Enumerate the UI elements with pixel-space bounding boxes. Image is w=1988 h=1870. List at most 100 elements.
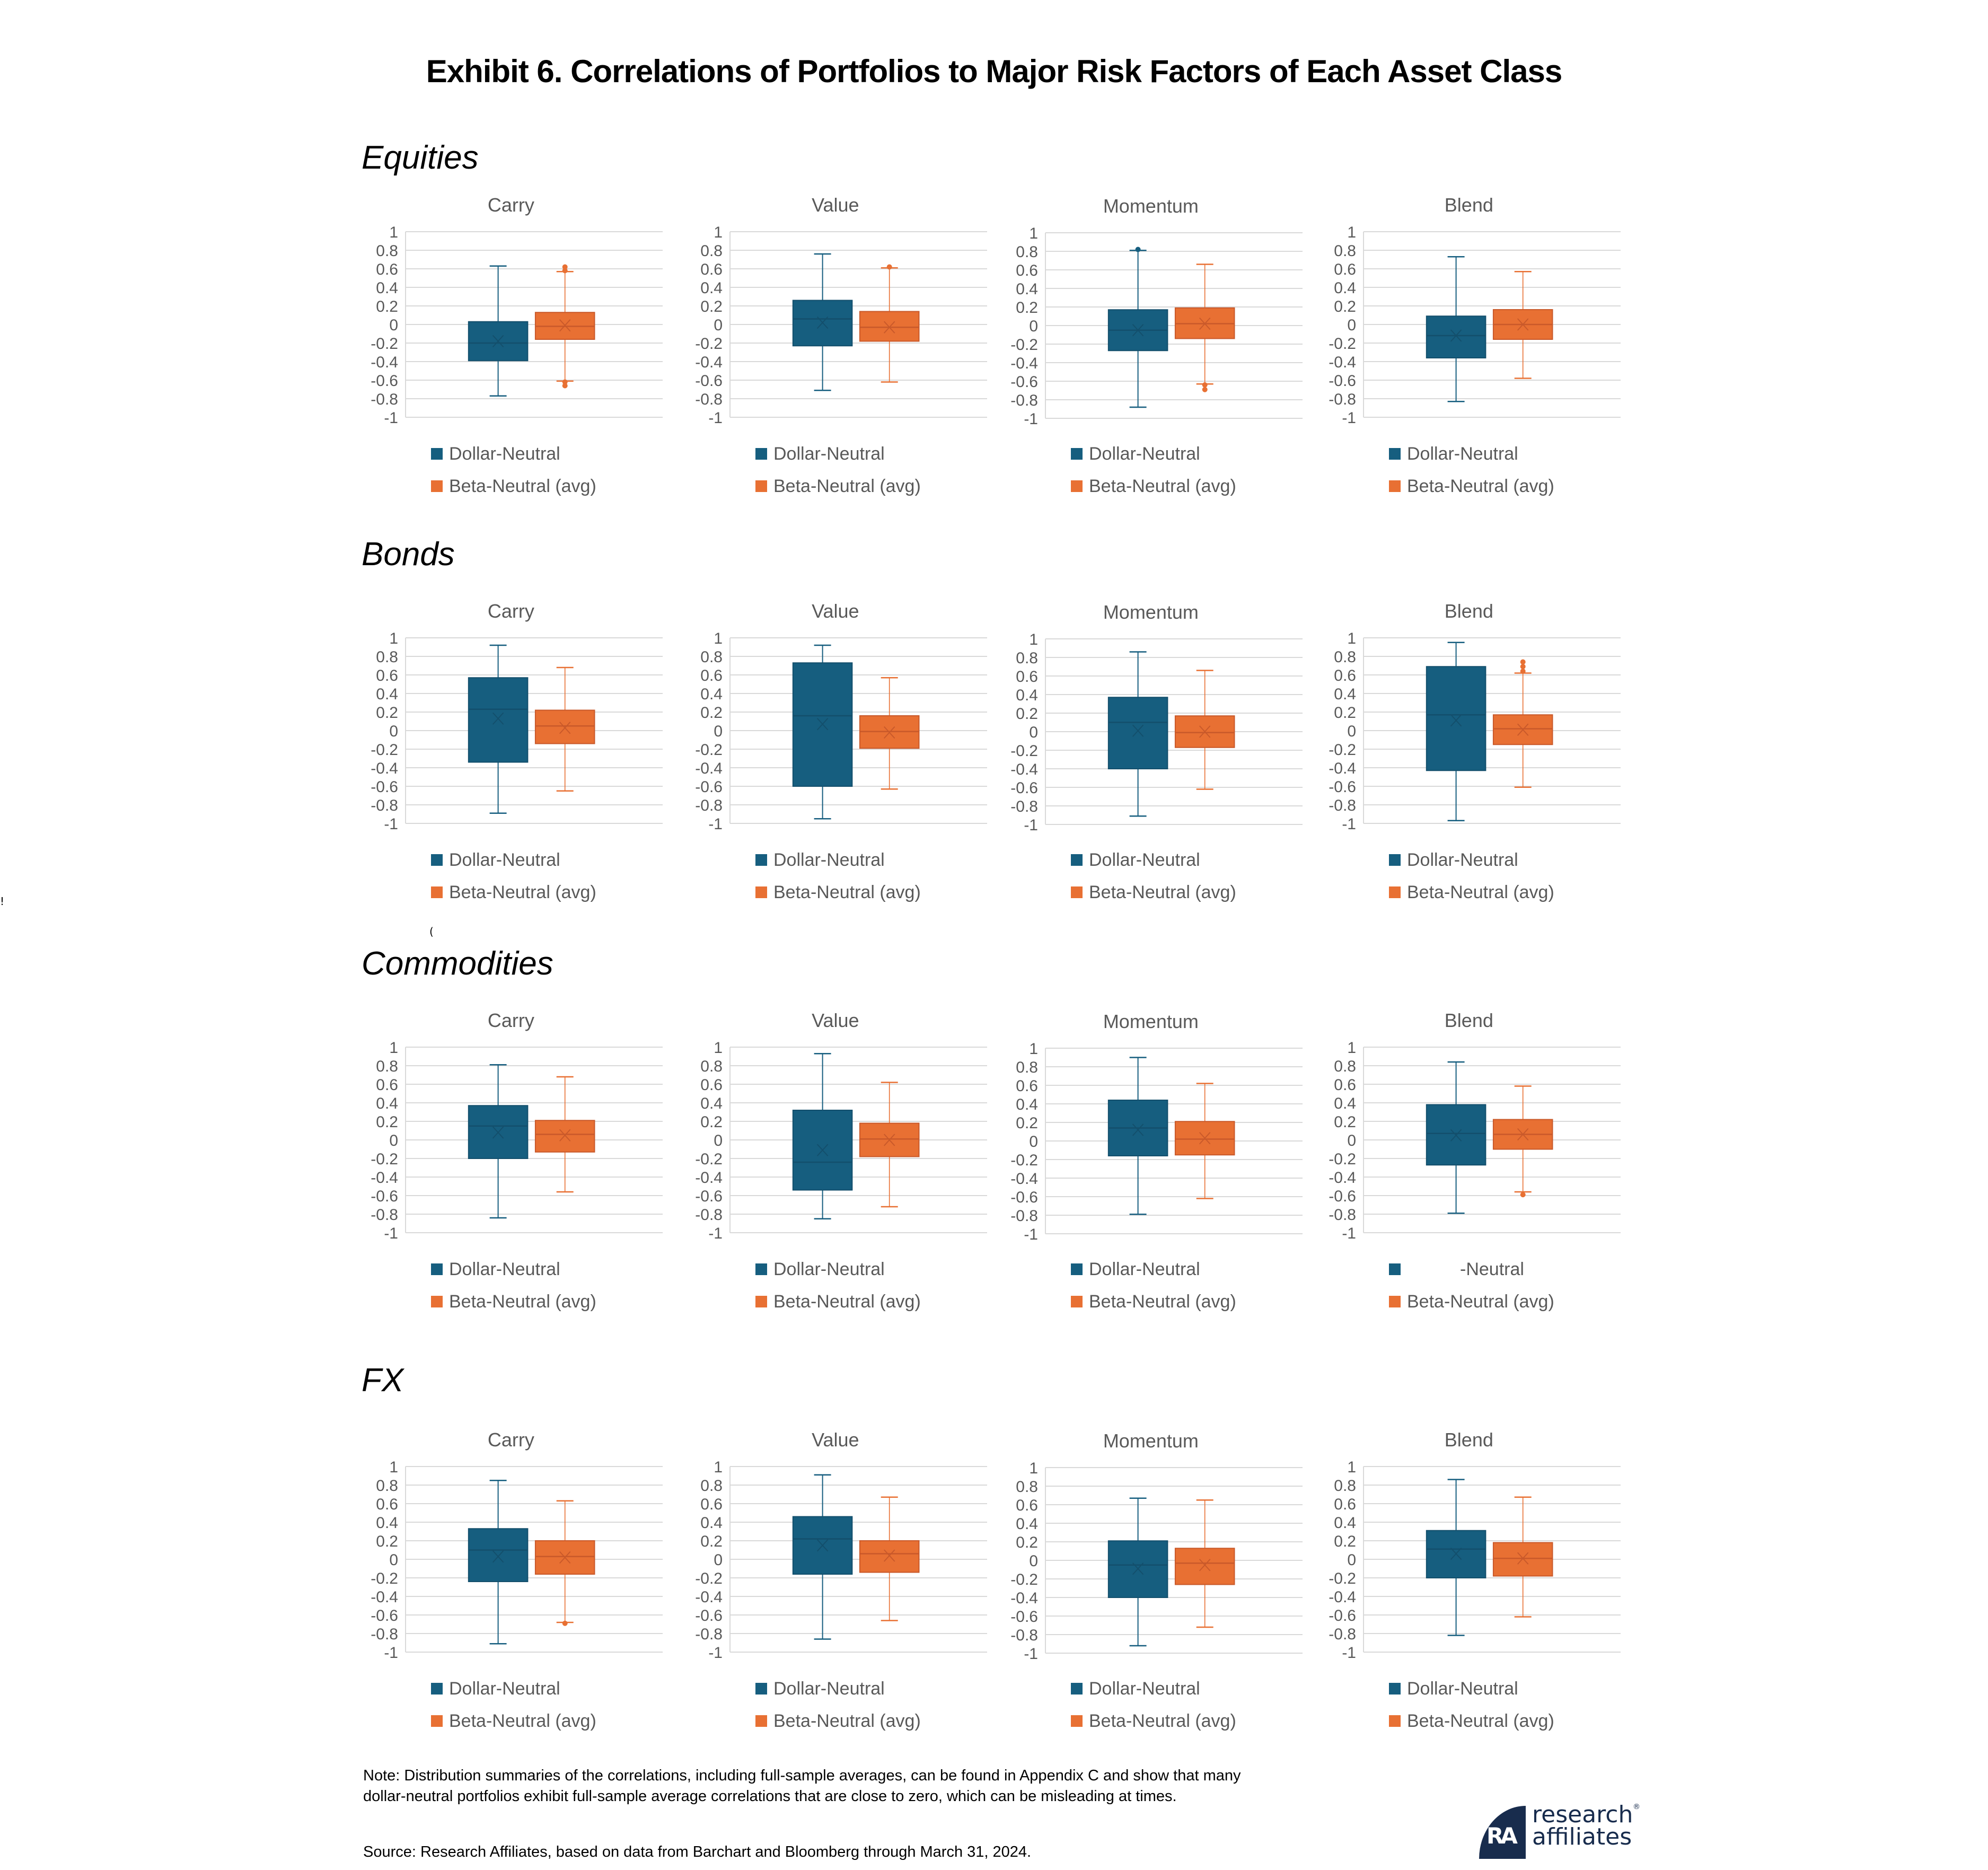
y-tick-label: -1 (384, 409, 398, 427)
legend-label-beta-neutral: Beta-Neutral (avg) (449, 1292, 596, 1312)
beta-neutral-box (1492, 271, 1553, 379)
y-tick-label: 0.8 (376, 1477, 398, 1495)
mean-marker (1517, 318, 1529, 331)
beta-neutral-box (859, 677, 920, 790)
legend-swatch-beta-neutral (431, 886, 443, 898)
y-tick-label: 0.6 (1016, 668, 1038, 686)
iqr-box (792, 300, 853, 347)
legend-swatch-beta-neutral (431, 1715, 443, 1727)
section-label-bonds: Bonds (362, 536, 455, 573)
mean-marker (1450, 1129, 1462, 1142)
y-tick-label: 0 (1029, 724, 1038, 741)
y-tick-label: 1 (389, 1459, 398, 1476)
chart-title: Carry (488, 600, 534, 622)
y-tick-label: 0.8 (376, 242, 398, 260)
footnote-line-1: Note: Distribution summaries of the corr… (363, 1767, 1241, 1784)
legend-swatch-dollar-neutral (1389, 1683, 1401, 1695)
y-tick-label: 0.8 (1016, 649, 1038, 667)
mean-marker (1132, 724, 1144, 737)
legend-label-beta-neutral: Beta-Neutral (avg) (773, 476, 921, 496)
y-tick-label: 0.8 (700, 1058, 723, 1075)
research-affiliates-logo: RA research affiliates ® (1479, 1803, 1654, 1861)
y-tick-label: 0 (1347, 317, 1356, 334)
y-tick-label: -0.4 (695, 354, 723, 371)
beta-neutral-box (1492, 1085, 1553, 1198)
y-tick-label: -0.6 (695, 778, 723, 796)
outlier-point (562, 379, 568, 385)
legend-label-dollar-neutral: Dollar-Neutral (1407, 444, 1518, 464)
y-tick-label: 1 (1029, 1040, 1038, 1058)
legend-label-beta-neutral: Beta-Neutral (avg) (773, 882, 921, 902)
y-tick-label: -0.8 (1329, 1626, 1356, 1643)
outlier-point (1520, 664, 1526, 670)
outlier-point (1202, 382, 1208, 388)
y-tick-label: 0 (1347, 1551, 1356, 1569)
legend-label-beta-neutral: Beta-Neutral (avg) (449, 1711, 596, 1731)
y-tick-label: 1 (1347, 1459, 1356, 1476)
y-tick-label: -0.6 (695, 372, 723, 390)
legend-label-dollar-neutral: Dollar-Neutral (1089, 1259, 1200, 1279)
dollar-neutral-box (792, 644, 853, 820)
y-tick-label: 0.4 (376, 1095, 398, 1112)
y-tick-label: 0.4 (700, 1095, 723, 1112)
box-chart-fx-momentum: Momentum 10.80.60.40.20-0.2 -0.4-0.6-0.8-1… (1010, 1430, 1303, 1731)
y-tick-label: 0.2 (1016, 1114, 1038, 1132)
chart-title: Carry (488, 194, 534, 216)
y-tick-label: 0.2 (1334, 704, 1356, 722)
y-tick-label: 1 (714, 630, 723, 647)
y-tick-label: 0.8 (700, 242, 723, 260)
y-tick-label: -0.8 (695, 1626, 723, 1643)
y-tick-label: 1 (1029, 225, 1038, 242)
mean-marker (1199, 1132, 1211, 1145)
iqr-box (534, 709, 595, 744)
y-tick-label: -0.6 (1329, 778, 1356, 796)
legend-label-dollar-neutral: Dollar-Neutral (449, 850, 560, 870)
y-tick-label: -0.4 (1010, 761, 1038, 778)
legend-swatch-beta-neutral (755, 886, 767, 898)
y-tick-label: -0.2 (1329, 335, 1356, 353)
box-chart-bonds-carry: Carry 10.80.6 0.40.20-0.2-0.4-0.6-0.8-1 Dol… (371, 600, 663, 902)
y-tick-label: -0.2 (1329, 1151, 1356, 1168)
y-tick-label: -0.8 (695, 797, 723, 814)
legend-label-dollar-neutral: Dollar-Neutral (1089, 850, 1200, 870)
y-tick-label: 1 (1029, 631, 1038, 648)
y-tick-label: 0.4 (1334, 686, 1356, 703)
legend-label-beta-neutral: Beta-Neutral (avg) (1407, 882, 1554, 902)
y-tick-label: 0.6 (1016, 262, 1038, 279)
y-tick-label: 0.4 (376, 1514, 398, 1532)
y-tick-label: 0.6 (700, 1496, 723, 1513)
legend-swatch-dollar-neutral (1071, 854, 1083, 866)
exhibit-title: Exhibit 6. Correlations of Portfolios to… (426, 54, 1563, 89)
y-tick-label: 0.6 (1016, 1077, 1038, 1095)
y-tick-label: 0.6 (1334, 667, 1356, 684)
y-tick-label: -0.2 (371, 741, 398, 759)
mean-marker (883, 1134, 895, 1146)
chart-title: Momentum (1103, 601, 1199, 623)
legend-label-beta-neutral: Beta-Neutral (avg) (1407, 1711, 1554, 1731)
legend-label-beta-neutral: Beta-Neutral (avg) (1407, 476, 1554, 496)
dollar-neutral-box (1107, 1497, 1168, 1647)
y-tick-label: 0.6 (700, 1076, 723, 1094)
y-tick-label: 0.8 (700, 648, 723, 666)
y-tick-label: -0.4 (1329, 760, 1356, 777)
y-tick-label: 0.4 (1334, 1095, 1356, 1112)
beta-neutral-box (1174, 1499, 1235, 1628)
y-tick-label: 0.6 (1016, 1497, 1038, 1514)
legend-swatch-dollar-neutral (1389, 854, 1401, 866)
mean-marker (1517, 723, 1529, 736)
legend-label-beta-neutral: Beta-Neutral (avg) (1089, 1711, 1236, 1731)
chart-title: Carry (488, 1429, 534, 1451)
y-tick-label: -0.8 (695, 391, 723, 408)
outlier-point (562, 268, 568, 274)
legend-swatch-beta-neutral (1389, 1296, 1401, 1307)
dollar-neutral-box (468, 265, 529, 397)
y-tick-label: -1 (1342, 409, 1356, 427)
legend-label-dollar-neutral: Dollar-Neutral (1089, 1679, 1200, 1699)
chart-title: Momentum (1103, 195, 1199, 217)
legend-swatch-beta-neutral (755, 1296, 767, 1307)
legend-label-dollar-neutral: Dollar-Neutral (773, 850, 885, 870)
outlier-point (1520, 669, 1526, 674)
mean-marker (492, 1126, 504, 1139)
y-tick-label: 0.6 (700, 261, 723, 278)
y-tick-label: -0.4 (1010, 1590, 1038, 1607)
